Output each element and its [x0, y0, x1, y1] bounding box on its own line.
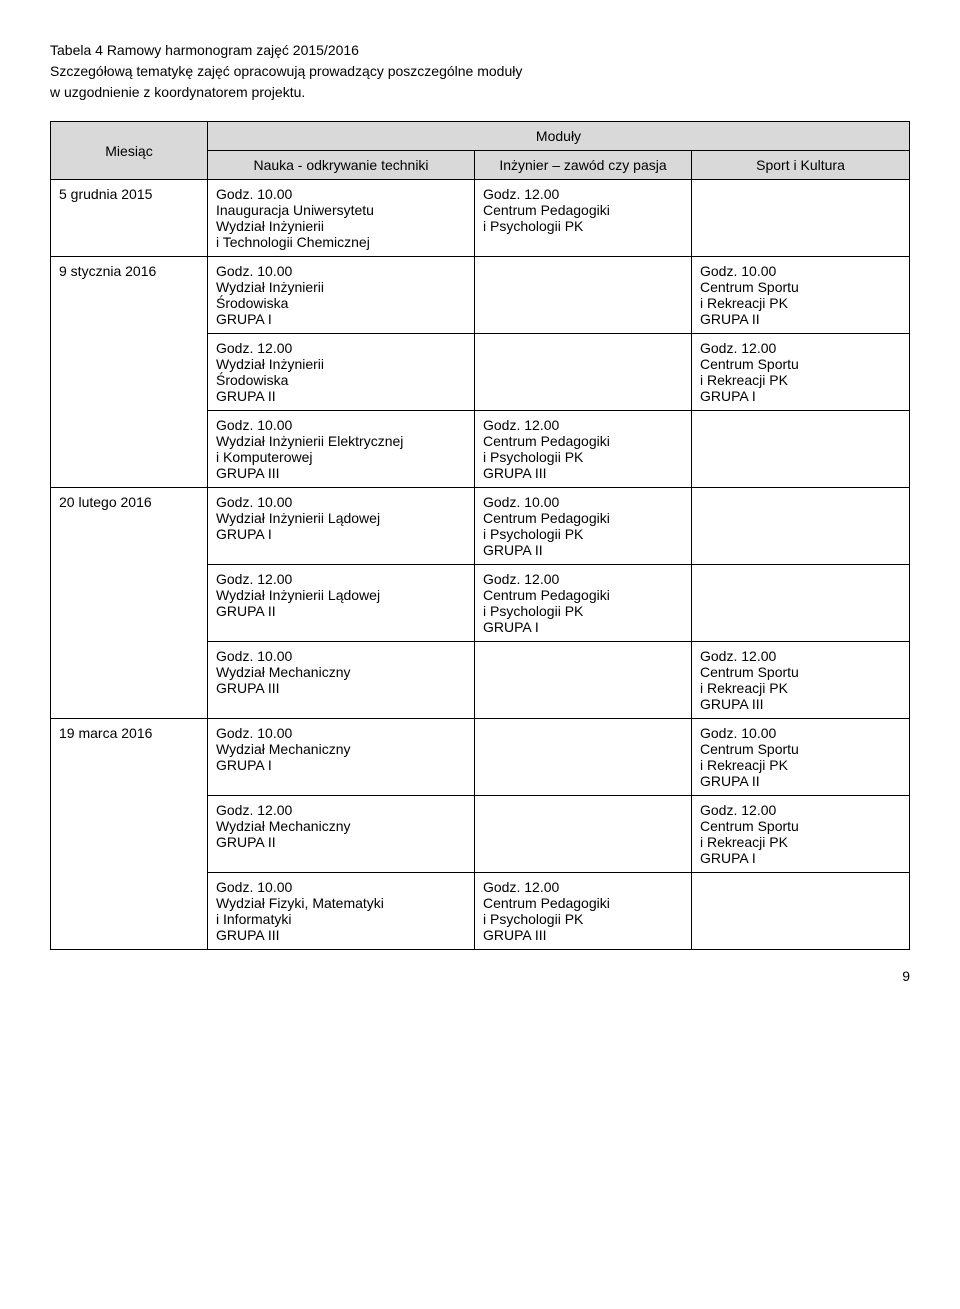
cell-block: Godz. 12.00Centrum Sportui Rekreacji PKG… — [700, 340, 901, 404]
cell-c1: Godz. 10.00Wydział MechanicznyGRUPA III — [208, 642, 475, 719]
cell-c3 — [692, 488, 910, 565]
cell-block: Godz. 10.00Centrum Sportui Rekreacji PKG… — [700, 725, 901, 789]
header-col2: Inżynier – zawód czy pasja — [475, 151, 692, 180]
cell-block: Godz. 12.00Wydział Inżynierii LądowejGRU… — [216, 571, 466, 619]
header-modules: Moduły — [208, 122, 910, 151]
cell-c1: Godz. 10.00Wydział Inżynierii LądowejGRU… — [208, 488, 475, 565]
cell-block: Godz. 10.00Wydział Inżynierii Elektryczn… — [216, 417, 466, 481]
cell-c2: Godz. 12.00Centrum Pedagogikii Psycholog… — [475, 565, 692, 642]
cell-block: Godz. 10.00Wydział InżynieriiŚrodowiskaG… — [216, 263, 466, 327]
cell-block: Godz. 12.00Centrum Sportui Rekreacji PKG… — [700, 802, 901, 866]
cell-c2 — [475, 796, 692, 873]
cell-c3 — [692, 180, 910, 257]
cell-c2 — [475, 334, 692, 411]
cell-block: Godz. 10.00Centrum Pedagogikii Psycholog… — [483, 494, 683, 558]
cell-block: Godz. 10.00Wydział MechanicznyGRUPA I — [216, 725, 466, 773]
cell-block: Godz. 10.00Inauguracja UniwersytetuWydzi… — [216, 186, 466, 250]
header-col1: Nauka - odkrywanie techniki — [208, 151, 475, 180]
cell-block: Godz. 12.00Centrum Sportui Rekreacji PKG… — [700, 648, 901, 712]
cell-c3: Godz. 10.00Centrum Sportui Rekreacji PKG… — [692, 719, 910, 796]
month-cell: 19 marca 2016 — [51, 719, 208, 950]
cell-block: Godz. 12.00Wydział MechanicznyGRUPA II — [216, 802, 466, 850]
cell-block: Godz. 12.00Centrum Pedagogikii Psycholog… — [483, 186, 683, 234]
cell-block: Godz. 10.00Wydział MechanicznyGRUPA III — [216, 648, 466, 696]
cell-c2: Godz. 12.00Centrum Pedagogikii Psycholog… — [475, 873, 692, 950]
table-row: 20 lutego 2016 Godz. 10.00Wydział Inżyni… — [51, 488, 910, 565]
cell-c3 — [692, 411, 910, 488]
month-cell: 5 grudnia 2015 — [51, 180, 208, 257]
table-row: 19 marca 2016 Godz. 10.00Wydział Mechani… — [51, 719, 910, 796]
cell-block: Godz. 10.00Wydział Inżynierii LądowejGRU… — [216, 494, 466, 542]
cell-c1: Godz. 10.00Inauguracja UniwersytetuWydzi… — [208, 180, 475, 257]
page-number: 9 — [50, 968, 910, 984]
intro-line-2: Szczegółową tematykę zajęć opracowują pr… — [50, 61, 910, 82]
header-month: Miesiąc — [51, 122, 208, 180]
cell-c1: Godz. 10.00Wydział MechanicznyGRUPA I — [208, 719, 475, 796]
cell-c2 — [475, 642, 692, 719]
header-col3: Sport i Kultura — [692, 151, 910, 180]
cell-block: Godz. 12.00Centrum Pedagogikii Psycholog… — [483, 571, 683, 635]
cell-block: Godz. 10.00Wydział Fizyki, Matematykii I… — [216, 879, 466, 943]
cell-c2: Godz. 12.00Centrum Pedagogikii Psycholog… — [475, 411, 692, 488]
cell-c3: Godz. 10.00Centrum Sportui Rekreacji PKG… — [692, 257, 910, 334]
cell-c2 — [475, 257, 692, 334]
cell-block: Godz. 10.00Centrum Sportui Rekreacji PKG… — [700, 263, 901, 327]
cell-c1: Godz. 12.00Wydział MechanicznyGRUPA II — [208, 796, 475, 873]
cell-c1: Godz. 10.00Wydział Inżynierii Elektryczn… — [208, 411, 475, 488]
cell-block: Godz. 12.00Centrum Pedagogikii Psycholog… — [483, 417, 683, 481]
cell-block: Godz. 12.00Wydział InżynieriiŚrodowiskaG… — [216, 340, 466, 404]
table-row: 9 stycznia 2016 Godz. 10.00Wydział Inżyn… — [51, 257, 910, 334]
cell-c1: Godz. 12.00Wydział InżynieriiŚrodowiskaG… — [208, 334, 475, 411]
cell-c3 — [692, 565, 910, 642]
table-row: 5 grudnia 2015 Godz. 10.00Inauguracja Un… — [51, 180, 910, 257]
month-cell: 9 stycznia 2016 — [51, 257, 208, 488]
month-cell: 20 lutego 2016 — [51, 488, 208, 719]
cell-c1: Godz. 10.00Wydział Fizyki, Matematykii I… — [208, 873, 475, 950]
intro-block: Tabela 4 Ramowy harmonogram zajęć 2015/2… — [50, 40, 910, 103]
cell-c3: Godz. 12.00Centrum Sportui Rekreacji PKG… — [692, 642, 910, 719]
cell-c3: Godz. 12.00Centrum Sportui Rekreacji PKG… — [692, 796, 910, 873]
cell-c3 — [692, 873, 910, 950]
cell-c1: Godz. 12.00Wydział Inżynierii LądowejGRU… — [208, 565, 475, 642]
cell-block: Godz. 12.00Centrum Pedagogikii Psycholog… — [483, 879, 683, 943]
cell-c3: Godz. 12.00Centrum Sportui Rekreacji PKG… — [692, 334, 910, 411]
intro-line-3: w uzgodnienie z koordynatorem projektu. — [50, 82, 910, 103]
cell-c1: Godz. 10.00Wydział InżynieriiŚrodowiskaG… — [208, 257, 475, 334]
cell-c2: Godz. 10.00Centrum Pedagogikii Psycholog… — [475, 488, 692, 565]
intro-line-1: Tabela 4 Ramowy harmonogram zajęć 2015/2… — [50, 40, 910, 61]
schedule-table: Miesiąc Moduły Nauka - odkrywanie techni… — [50, 121, 910, 950]
cell-c2: Godz. 12.00Centrum Pedagogikii Psycholog… — [475, 180, 692, 257]
cell-c2 — [475, 719, 692, 796]
